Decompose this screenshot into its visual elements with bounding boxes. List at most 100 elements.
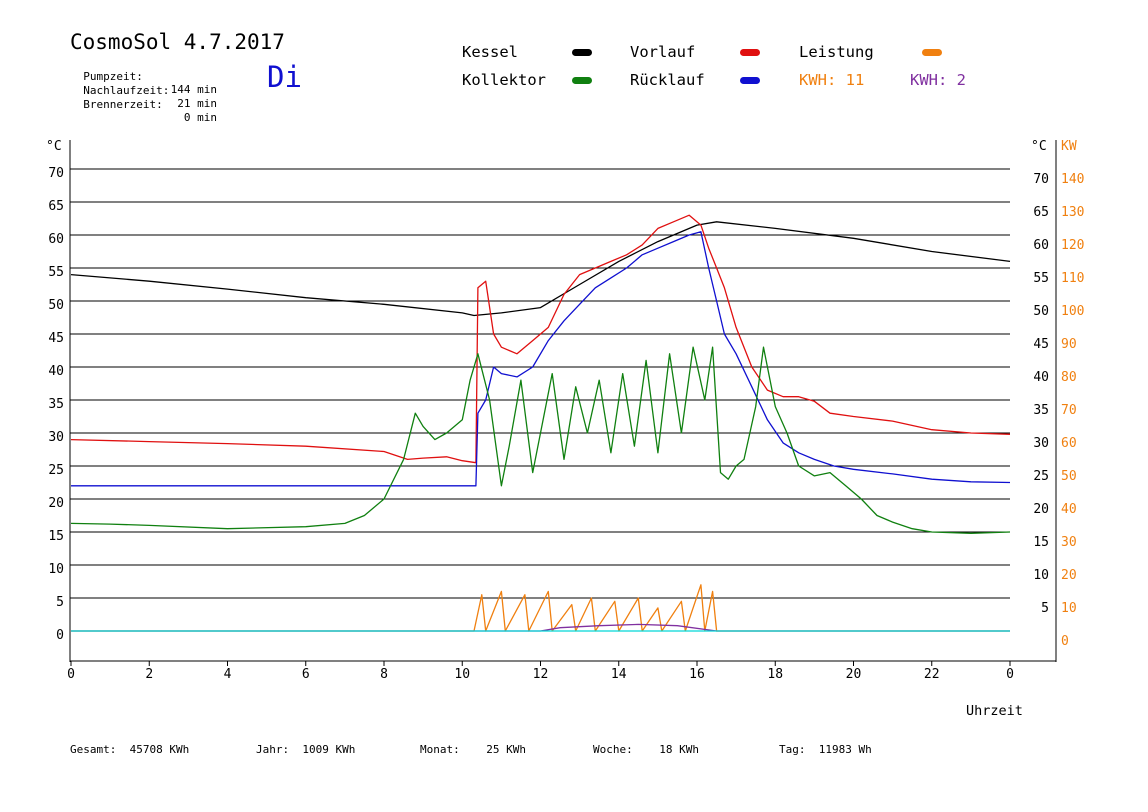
y-tick-label-right-c: 60 (1033, 238, 1049, 253)
pumpzeit-value: 144 min (170, 83, 217, 96)
legend-leistung-swatch (922, 49, 942, 56)
stat-tag-label: Tag: (779, 743, 806, 756)
stat-jahr-value: 1009 KWh (302, 743, 356, 756)
x-tick-label: 0 (67, 667, 75, 682)
y-tick-label-right-c: 45 (1033, 337, 1049, 352)
stat-jahr-label: Jahr: (256, 743, 290, 756)
y-tick-label-right-c: 65 (1033, 205, 1049, 220)
x-tick-label: 8 (380, 667, 388, 682)
x-tick-label: 20 (846, 667, 862, 682)
weekday-label: Di (267, 60, 302, 94)
stat-gesamt-label: Gesamt: (70, 743, 117, 756)
kwh-leistung2-label: KWH: 2 (910, 71, 966, 89)
x-tick-label: 0 (1006, 667, 1014, 682)
y-tick-label-left: 15 (48, 529, 64, 544)
y-axis-unit-right-kw: KW (1061, 139, 1077, 154)
legend-kessel-label: Kessel (462, 43, 518, 61)
series-line-leistung2 (71, 623, 1010, 632)
pumpzeit-label: Pumpzeit: (83, 70, 143, 83)
legend-kollektor-label: Kollektor (462, 71, 546, 89)
x-tick-label: 4 (224, 667, 232, 682)
series-line-kessel (70, 221, 1011, 317)
y-tick-label-right-kw: 120 (1061, 238, 1084, 253)
y-tick-label-right-kw: 90 (1061, 337, 1077, 352)
legend-kollektor-swatch (572, 77, 592, 84)
x-tick-label: 14 (611, 667, 627, 682)
stat-jahr: Jahr: 1009 KWh (256, 743, 355, 756)
nachlaufzeit-value: 21 min (177, 97, 217, 110)
stat-monat-label: Monat: (420, 743, 460, 756)
legend-ruecklauf-label: Rücklauf (630, 71, 705, 89)
y-tick-label-right-kw: 40 (1061, 502, 1077, 517)
pumpzeit-row: Pumpzeit: 144 min (70, 57, 217, 96)
y-tick-label-left: 0 (56, 628, 64, 643)
y-tick-label-left: 50 (48, 298, 64, 313)
y-tick-label-right-kw: 10 (1061, 601, 1077, 616)
y-tick-label-right-kw: 70 (1061, 403, 1077, 418)
y-tick-label-right-kw: 60 (1061, 436, 1077, 451)
y-tick-label-right-c: 25 (1033, 469, 1049, 484)
y-tick-label-right-c: 50 (1033, 304, 1049, 319)
stat-monat: Monat: 25 KWh (420, 743, 526, 756)
y-tick-label-right-kw: 30 (1061, 535, 1077, 550)
y-tick-label-right-c: 35 (1033, 403, 1049, 418)
y-tick-label-right-c: 40 (1033, 370, 1049, 385)
y-tick-label-left: 60 (48, 232, 64, 247)
stat-gesamt-value: 45708 KWh (129, 743, 190, 756)
y-tick-label-left: 30 (48, 430, 64, 445)
y-tick-label-right-kw: 50 (1061, 469, 1077, 484)
x-tick-label: 2 (145, 667, 153, 682)
y-axis-unit-right-c: °C (1031, 139, 1047, 154)
y-tick-label-right-kw: 140 (1061, 172, 1084, 187)
y-tick-label-left: 5 (56, 595, 64, 610)
series-line-leistung (71, 584, 1010, 632)
legend-ruecklauf-swatch (740, 77, 760, 84)
stat-woche-label: Woche: (593, 743, 633, 756)
legend-leistung-label: Leistung (799, 43, 874, 61)
y-tick-label-left: 25 (48, 463, 64, 478)
stat-tag-value: 11983 Wh (818, 743, 872, 756)
y-tick-label-right-c: 15 (1033, 535, 1049, 550)
y-tick-label-left: 55 (48, 265, 64, 280)
series-line-kollektor (70, 346, 1011, 534)
stat-woche-value: 18 KWh (659, 743, 699, 756)
nachlaufzeit-label: Nachlaufzeit: (83, 84, 170, 97)
y-tick-label-left: 20 (48, 496, 64, 511)
stat-monat-value: 25 KWh (486, 743, 526, 756)
y-tick-label-right-c: 55 (1033, 271, 1049, 286)
page-title: CosmoSol 4.7.2017 (70, 30, 285, 54)
y-axis-unit-left: °C (46, 139, 62, 154)
legend-vorlauf-swatch (740, 49, 760, 56)
x-tick-label: 22 (924, 667, 940, 682)
y-tick-label-right-c: 10 (1033, 568, 1049, 583)
y-tick-label-right-c: 20 (1033, 502, 1049, 517)
y-tick-label-right-kw: 20 (1061, 568, 1077, 583)
y-tick-label-right-kw: 100 (1061, 304, 1084, 319)
y-tick-label-right-kw: 80 (1061, 370, 1077, 385)
y-tick-label-right-c: 30 (1033, 436, 1049, 451)
x-axis-label: Uhrzeit (966, 703, 1023, 719)
series-line-r-cklauf (71, 231, 1011, 487)
y-tick-label-left: 10 (48, 562, 64, 577)
stat-woche: Woche: 18 KWh (593, 743, 699, 756)
y-tick-label-right-c: 5 (1041, 601, 1049, 616)
legend-kessel-swatch (572, 49, 592, 56)
y-tick-label-right-kw: 110 (1061, 271, 1084, 286)
x-tick-label: 6 (302, 667, 310, 682)
y-tick-label-right-kw: 130 (1061, 205, 1084, 220)
x-tick-label: 10 (454, 667, 470, 682)
y-tick-label-right-kw: 0 (1061, 634, 1069, 649)
y-tick-label-left: 40 (48, 364, 64, 379)
brennerzeit-row: Brennerzeit: 0 min (70, 85, 217, 124)
stat-gesamt: Gesamt: 45708 KWh (70, 743, 189, 756)
x-tick-label: 12 (533, 667, 549, 682)
stat-tag: Tag: 11983 Wh (779, 743, 872, 756)
series-line-vorlauf (70, 214, 1011, 464)
y-tick-label-left: 45 (48, 331, 64, 346)
legend-vorlauf-label: Vorlauf (630, 43, 696, 61)
y-tick-label-left: 35 (48, 397, 64, 412)
brennerzeit-value: 0 min (183, 111, 217, 124)
nachlaufzeit-row: Nachlaufzeit: 21 min (70, 71, 217, 110)
y-tick-label-left: 70 (48, 166, 64, 181)
